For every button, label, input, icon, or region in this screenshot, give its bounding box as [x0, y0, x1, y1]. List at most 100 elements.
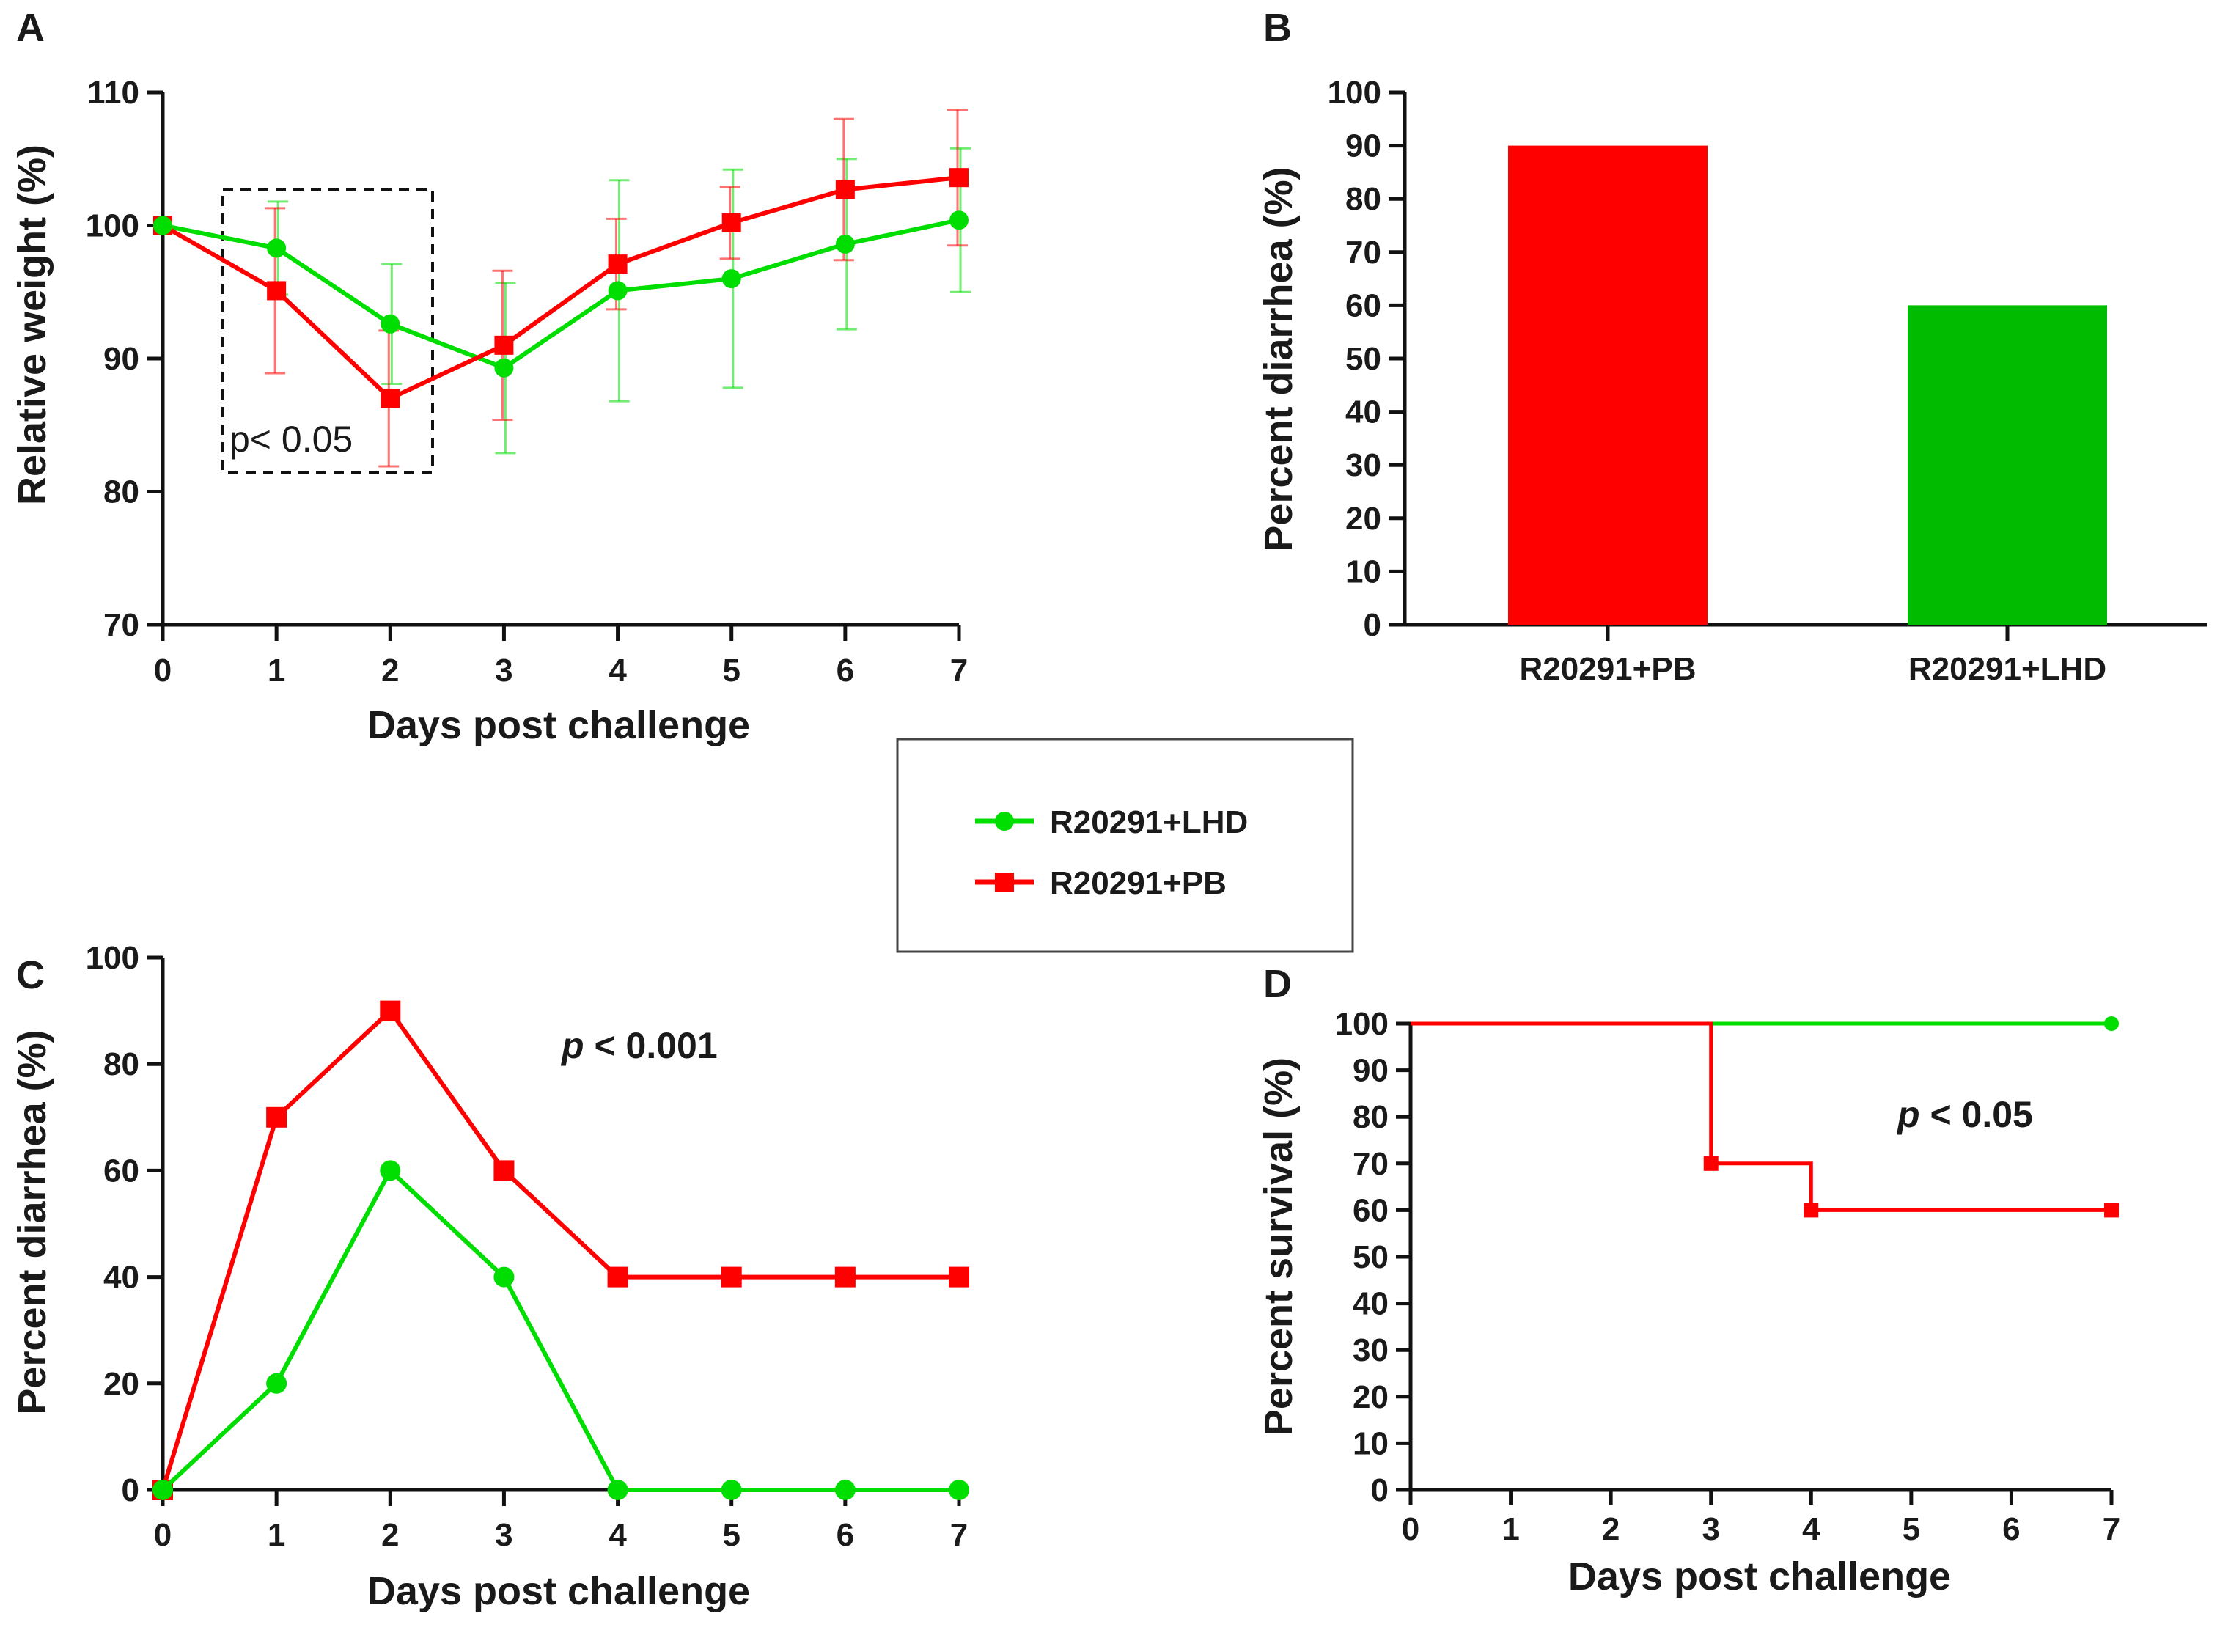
panel-c-point-lhd [834, 1480, 856, 1500]
panel-d-x-axis-title: Days post challenge [1568, 1554, 1951, 1598]
panel-c-point-pb [949, 1266, 969, 1288]
panel-a-point-lhd [721, 269, 741, 289]
legend-marker-lhd [995, 812, 1014, 831]
panel-a-y-tick-label: 90 [103, 341, 139, 377]
panel-c-y-tick-label: 60 [103, 1153, 139, 1189]
panel-d-x-tick-label: 6 [2002, 1511, 2020, 1547]
panel-letter-d: D [1263, 962, 1292, 1006]
panel-a-x-tick-label: 6 [837, 653, 854, 689]
panel-d-y-tick-label: 40 [1353, 1286, 1389, 1322]
panel-b-bar-pb [1508, 145, 1708, 625]
panel-c-point-pb [834, 1266, 856, 1288]
panel-d-x-tick-label: 7 [2103, 1511, 2120, 1547]
panel-a: A Relative weight (%) Days post challeng… [10, 6, 971, 747]
panel-c-point-lhd [380, 1160, 401, 1181]
panel-b-y-tick-label: 40 [1345, 394, 1381, 430]
panel-b-y-tick-label: 10 [1345, 554, 1381, 590]
panel-b-y-tick-label: 0 [1364, 607, 1381, 643]
panel-c-axes: 0 20 40 60 80 100 0 1 2 3 4 5 6 7 [86, 940, 969, 1553]
panel-c-y-tick-label: 100 [86, 940, 139, 976]
panel-c: C Percent diarrhea (%) Days post challen… [10, 940, 969, 1613]
panel-c-point-pb [493, 1160, 515, 1181]
panel-d-axes: 0 10 20 30 40 50 60 70 80 90 100 0 1 2 3 4 5 6 7 [1335, 1006, 2121, 1547]
panel-a-y-axis-title: Relative weight (%) [10, 144, 54, 505]
panel-letter-c: C [16, 953, 45, 997]
panel-a-y-tick-label: 100 [86, 208, 139, 244]
panel-c-point-lhd [152, 1480, 173, 1500]
panel-d-p-value: p < 0.05 [1896, 1094, 2033, 1135]
panel-a-x-axis-title: Days post challenge [367, 703, 750, 747]
panel-d-y-axis-title: Percent survival (%) [1257, 1057, 1301, 1436]
panel-d: D Percent survival (%) Days post challen… [1257, 962, 2120, 1598]
panel-d-point-pb [1703, 1156, 1719, 1171]
panel-a-point-lhd [835, 234, 855, 254]
panel-c-x-tick-label: 7 [950, 1517, 968, 1553]
panel-b-y-tick-label: 90 [1345, 128, 1381, 164]
panel-c-series-lhd [152, 1160, 969, 1500]
panel-c-x-tick-label: 4 [609, 1517, 627, 1553]
panel-b-x-tick-label: R20291+PB [1520, 651, 1697, 687]
panel-c-plot-area [152, 1000, 969, 1500]
panel-d-x-tick-label: 2 [1602, 1511, 1620, 1547]
panel-c-x-tick-label: 3 [495, 1517, 512, 1553]
panel-a-point-lhd [608, 281, 628, 301]
panel-c-series-pb [152, 1000, 969, 1500]
panel-b-y-tick-label: 30 [1345, 447, 1381, 483]
panel-c-point-lhd [607, 1480, 628, 1500]
panel-d-x-tick-label: 5 [1903, 1511, 1920, 1547]
panel-d-x-tick-label: 4 [1802, 1511, 1820, 1547]
panel-b-axes: 0 10 20 30 40 50 60 70 80 90 100 R20291+PB R20291+LH… [1328, 75, 2207, 687]
panel-b-y-tick-label: 20 [1345, 501, 1381, 537]
panel-b-y-tick-label: 100 [1328, 75, 1381, 111]
panel-c-line-lhd [161, 1167, 959, 1492]
panel-b-y-tick-label: 60 [1345, 287, 1381, 323]
panel-d-x-tick-label: 0 [1402, 1511, 1419, 1547]
panel-c-point-lhd [266, 1373, 287, 1394]
panel-d-y-tick-label: 30 [1353, 1332, 1389, 1368]
panel-d-p-symbol: p [1896, 1094, 1920, 1135]
panel-a-x-tick-label: 5 [722, 653, 740, 689]
panel-a-plot-area [153, 109, 971, 468]
panel-d-p-threshold: < 0.05 [1920, 1094, 2033, 1135]
panel-d-y-tick-label: 10 [1353, 1425, 1389, 1461]
panel-c-point-pb [380, 1000, 401, 1021]
legend: R20291+LHD R20291+PB [896, 738, 1354, 953]
panel-a-y-tick-label: 80 [103, 474, 139, 510]
panel-d-y-tick-label: 20 [1353, 1379, 1389, 1415]
panel-d-x-tick-label: 3 [1702, 1511, 1719, 1547]
panel-b-y-tick-label: 70 [1345, 235, 1381, 271]
panel-b-y-tick-label: 50 [1345, 341, 1381, 377]
panel-d-point-pb [2104, 1203, 2119, 1218]
panel-a-line-lhd [162, 218, 960, 371]
panel-a-point-pb [381, 389, 400, 408]
panel-d-y-tick-label: 80 [1353, 1099, 1389, 1135]
panel-a-p-value: p< 0.05 [229, 419, 353, 460]
panel-c-y-axis-title: Percent diarrhea (%) [10, 1029, 54, 1414]
panel-b-y-axis-title: Percent diarrhea (%) [1257, 166, 1301, 551]
panel-c-y-tick-label: 40 [103, 1260, 139, 1296]
legend-label-lhd: R20291+LHD [1050, 804, 1248, 840]
panel-c-p-value: p < 0.001 [560, 1025, 718, 1066]
panel-c-point-lhd [949, 1480, 969, 1500]
panel-c-y-tick-label: 20 [103, 1366, 139, 1402]
panel-a-point-lhd [494, 358, 514, 378]
legend-label-pb: R20291+PB [1050, 865, 1227, 901]
panel-c-point-lhd [721, 1480, 742, 1500]
panel-a-y-tick-label: 110 [87, 75, 139, 111]
panel-b-bar-lhd [1908, 305, 2107, 625]
panel-c-y-tick-label: 0 [122, 1472, 139, 1508]
panel-b-y-tick-label: 80 [1345, 181, 1381, 217]
panel-a-point-lhd [949, 210, 969, 230]
panel-a-x-tick-label: 2 [381, 653, 399, 689]
panel-a-x-tick-label: 3 [495, 653, 512, 689]
panel-c-point-lhd [493, 1266, 515, 1288]
panel-d-y-tick-label: 90 [1353, 1053, 1389, 1089]
panel-a-point-lhd [381, 314, 400, 334]
legend-box [896, 738, 1354, 953]
panel-c-x-tick-label: 1 [268, 1517, 285, 1553]
panel-d-point-pb [1804, 1203, 1819, 1218]
panel-d-y-tick-label: 50 [1353, 1239, 1389, 1275]
panel-d-y-tick-label: 70 [1353, 1146, 1389, 1182]
panel-d-point-lhd [2104, 1016, 2119, 1031]
panel-c-p-threshold: < 0.001 [584, 1025, 718, 1066]
